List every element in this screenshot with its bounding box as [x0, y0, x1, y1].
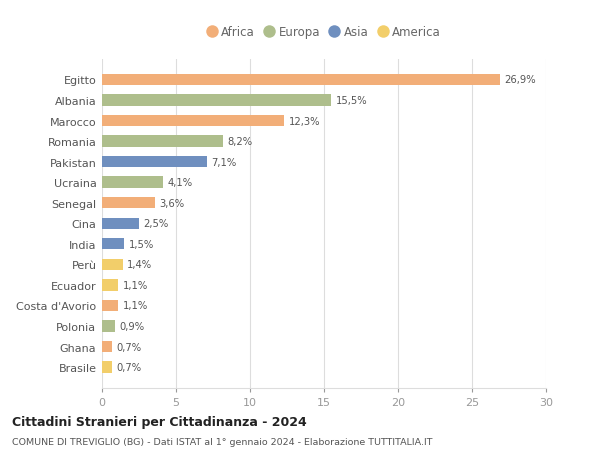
Text: 3,6%: 3,6%	[160, 198, 185, 208]
Text: COMUNE DI TREVIGLIO (BG) - Dati ISTAT al 1° gennaio 2024 - Elaborazione TUTTITAL: COMUNE DI TREVIGLIO (BG) - Dati ISTAT al…	[12, 437, 433, 446]
Text: 1,1%: 1,1%	[123, 301, 148, 311]
Text: 12,3%: 12,3%	[289, 116, 320, 126]
Bar	[102, 75, 500, 86]
Bar	[102, 300, 118, 311]
Bar	[102, 362, 112, 373]
Bar	[102, 239, 124, 250]
Text: 8,2%: 8,2%	[228, 137, 253, 147]
Text: 0,7%: 0,7%	[117, 362, 142, 372]
Bar	[102, 321, 115, 332]
Bar	[102, 157, 207, 168]
Text: 15,5%: 15,5%	[336, 96, 367, 106]
Text: 7,1%: 7,1%	[212, 157, 237, 167]
Bar	[102, 116, 284, 127]
Bar	[102, 95, 331, 106]
Text: 26,9%: 26,9%	[505, 75, 536, 85]
Bar	[102, 280, 118, 291]
Bar	[102, 259, 123, 270]
Text: 0,7%: 0,7%	[117, 342, 142, 352]
Text: 2,5%: 2,5%	[143, 219, 169, 229]
Text: 4,1%: 4,1%	[167, 178, 192, 188]
Bar	[102, 198, 155, 209]
Bar	[102, 218, 139, 230]
Text: 1,1%: 1,1%	[123, 280, 148, 290]
Text: 0,9%: 0,9%	[120, 321, 145, 331]
Bar	[102, 177, 163, 188]
Legend: Africa, Europa, Asia, America: Africa, Europa, Asia, America	[203, 23, 445, 43]
Bar	[102, 136, 223, 147]
Text: Cittadini Stranieri per Cittadinanza - 2024: Cittadini Stranieri per Cittadinanza - 2…	[12, 415, 307, 428]
Text: 1,5%: 1,5%	[128, 239, 154, 249]
Text: 1,4%: 1,4%	[127, 260, 152, 270]
Bar	[102, 341, 112, 353]
